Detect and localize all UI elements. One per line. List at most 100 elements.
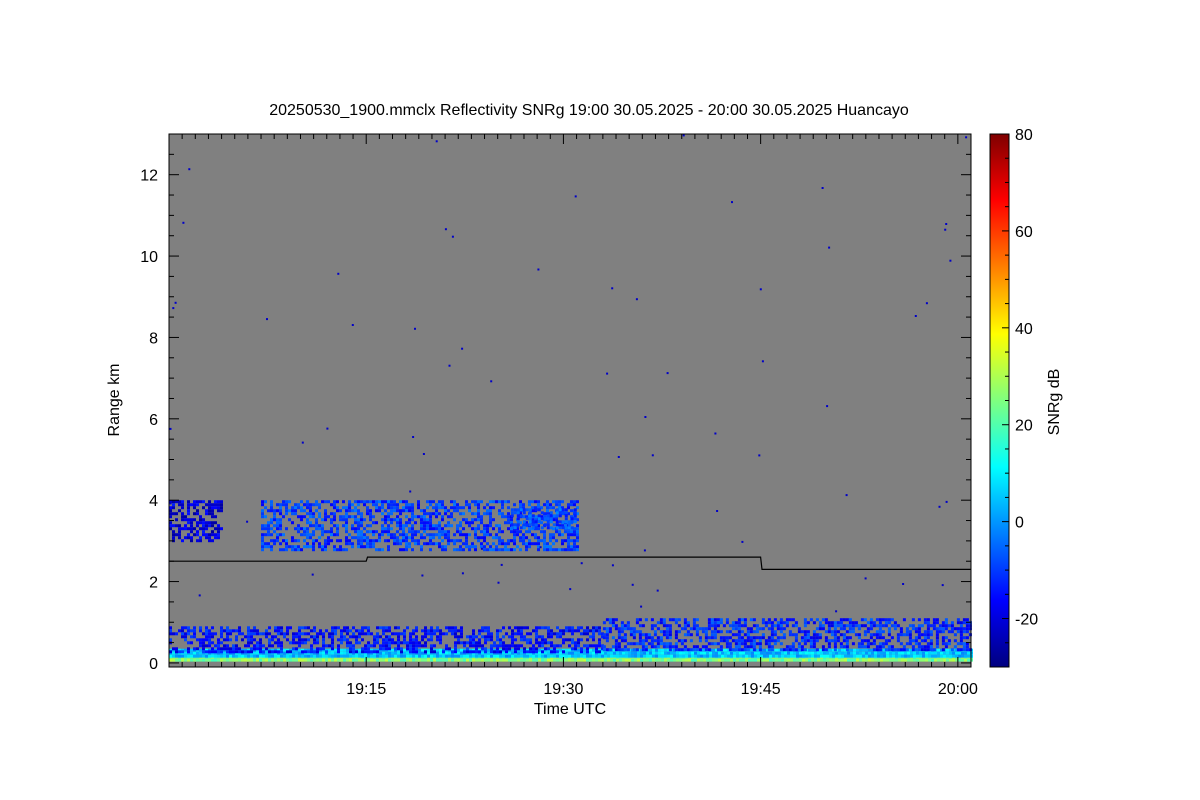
heatmap-cell (268, 650, 271, 654)
heatmap-cell (468, 506, 471, 510)
heatmap-cell (270, 500, 273, 504)
heatmap-cell (318, 506, 321, 510)
heatmap-cell (775, 648, 778, 652)
heatmap-cell (564, 524, 567, 528)
heatmap-cell (817, 654, 820, 658)
heatmap-cell (541, 650, 544, 654)
heatmap-cell (483, 506, 486, 510)
heatmap-cell (411, 518, 414, 522)
heatmap-cell (962, 621, 966, 625)
heatmap-cell (247, 641, 250, 645)
heatmap-cell (289, 654, 292, 658)
heatmap-cell (959, 648, 963, 652)
heatmap-cell (613, 658, 616, 662)
heatmap-cell (608, 621, 612, 625)
noise-speck (461, 347, 464, 350)
heatmap-cell (573, 517, 577, 521)
heatmap-cell (411, 548, 414, 552)
heatmap-cell (187, 632, 190, 636)
heatmap-cell (321, 545, 324, 549)
heatmap-cell (626, 621, 630, 625)
heatmap-cell (703, 658, 706, 662)
heatmap-cell (709, 658, 712, 662)
heatmap-cell (962, 636, 966, 640)
heatmap-cell (259, 641, 262, 645)
heatmap-cell (388, 658, 391, 662)
heatmap-cell (519, 500, 522, 504)
heatmap-cell (267, 530, 270, 534)
heatmap-cell (692, 627, 696, 631)
heatmap-cell (486, 524, 489, 528)
heatmap-cell (190, 539, 193, 543)
heatmap-cell (334, 658, 337, 662)
heatmap-cell (556, 650, 559, 654)
heatmap-cell (859, 651, 862, 655)
heatmap-cell (466, 654, 469, 658)
heatmap-cell (226, 647, 229, 651)
heatmap-cell (797, 642, 801, 646)
heatmap-cell (435, 527, 438, 531)
heatmap-cell (454, 644, 457, 648)
heatmap-cell (859, 654, 862, 658)
heatmap-cell (526, 632, 529, 636)
x-tick-label: 19:45 (741, 681, 781, 698)
heatmap-cell (409, 647, 412, 651)
heatmap-cell (724, 648, 727, 652)
heatmap-cell (881, 618, 885, 622)
heatmap-cell (250, 635, 253, 639)
heatmap-cell (325, 650, 328, 654)
heatmap-cell (493, 654, 496, 658)
heatmap-cell (820, 654, 823, 658)
heatmap-cell (429, 521, 432, 525)
heatmap-cell (631, 651, 634, 655)
heatmap-cell (187, 647, 190, 651)
heatmap-cell (408, 527, 411, 531)
heatmap-cell (962, 645, 966, 649)
heatmap-cell (573, 500, 576, 504)
heatmap-cell (429, 536, 432, 540)
noise-speck (422, 453, 425, 455)
heatmap-cell (205, 521, 208, 525)
heatmap-cell (528, 530, 531, 534)
heatmap-cell (348, 539, 351, 543)
heatmap-cell (391, 641, 394, 645)
heatmap-cell (267, 509, 270, 513)
heatmap-cell (528, 503, 531, 507)
heatmap-cell (727, 648, 730, 652)
heatmap-cell (505, 650, 508, 654)
heatmap-cell (313, 629, 316, 633)
heatmap-cell (938, 630, 942, 634)
heatmap-cell (546, 517, 550, 521)
heatmap-cell (402, 533, 405, 537)
heatmap-cell (544, 654, 547, 658)
heatmap-cell (928, 654, 931, 658)
heatmap-cell (223, 647, 226, 651)
heatmap-cell (387, 545, 390, 549)
heatmap-cell (279, 521, 282, 525)
heatmap-cell (787, 658, 790, 662)
heatmap-cell (929, 648, 933, 652)
heatmap-cell (592, 654, 595, 658)
heatmap-cell (850, 658, 853, 662)
heatmap-cell (567, 523, 571, 527)
heatmap-cell (499, 644, 502, 648)
heatmap-cell (886, 654, 889, 658)
heatmap-cell (433, 644, 436, 648)
heatmap-cell (295, 654, 298, 658)
heatmap-cell (367, 650, 370, 654)
heatmap-cell (856, 648, 859, 652)
heatmap-cell (775, 654, 778, 658)
heatmap-cell (625, 654, 628, 658)
heatmap-cell (403, 641, 406, 645)
heatmap-cell (818, 627, 822, 631)
heatmap-cell (361, 626, 364, 630)
heatmap-cell (574, 644, 577, 648)
heatmap-cell (436, 635, 439, 639)
heatmap-cell (574, 629, 577, 633)
heatmap-cell (408, 518, 411, 522)
heatmap-cell (360, 545, 363, 549)
heatmap-cell (854, 624, 858, 628)
noise-speck (682, 134, 685, 137)
heatmap-cell (570, 503, 573, 507)
heatmap-cell (821, 627, 825, 631)
